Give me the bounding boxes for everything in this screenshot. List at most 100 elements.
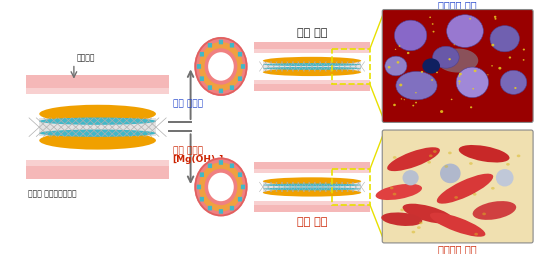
Ellipse shape — [376, 184, 422, 200]
Ellipse shape — [417, 226, 420, 229]
Ellipse shape — [263, 178, 361, 185]
Ellipse shape — [390, 187, 393, 190]
Ellipse shape — [506, 163, 510, 166]
Bar — [332, 169, 370, 205]
Bar — [254, 169, 370, 174]
Ellipse shape — [472, 89, 474, 90]
Ellipse shape — [387, 148, 440, 171]
Ellipse shape — [39, 105, 156, 123]
Bar — [332, 50, 370, 85]
Ellipse shape — [412, 231, 415, 233]
Ellipse shape — [469, 19, 471, 21]
FancyBboxPatch shape — [230, 206, 234, 211]
Ellipse shape — [447, 16, 483, 48]
Ellipse shape — [196, 159, 246, 216]
Ellipse shape — [263, 68, 361, 71]
FancyBboxPatch shape — [199, 173, 204, 177]
Bar — [254, 163, 370, 169]
FancyBboxPatch shape — [241, 65, 245, 70]
FancyBboxPatch shape — [238, 197, 242, 202]
Bar — [26, 166, 169, 180]
FancyBboxPatch shape — [238, 53, 242, 57]
Bar — [39, 118, 156, 137]
Ellipse shape — [395, 21, 427, 52]
Ellipse shape — [423, 59, 440, 74]
FancyBboxPatch shape — [238, 173, 242, 177]
Ellipse shape — [381, 213, 422, 226]
Ellipse shape — [401, 99, 402, 100]
Ellipse shape — [263, 58, 361, 66]
Ellipse shape — [458, 76, 461, 77]
Bar — [263, 182, 361, 192]
Bar — [263, 62, 361, 72]
Ellipse shape — [433, 31, 435, 33]
Bar — [254, 81, 370, 85]
Ellipse shape — [429, 18, 431, 19]
Ellipse shape — [433, 151, 437, 153]
Ellipse shape — [399, 84, 402, 87]
Text: 이식된 약물방줄스텐트: 이식된 약물방줄스텐트 — [28, 189, 77, 198]
Ellipse shape — [436, 72, 438, 74]
Text: 기존 스텐트: 기존 스텐트 — [172, 99, 203, 108]
Bar — [26, 89, 169, 94]
Ellipse shape — [487, 75, 489, 76]
Ellipse shape — [437, 174, 493, 204]
Ellipse shape — [458, 81, 461, 83]
Ellipse shape — [430, 213, 485, 237]
Ellipse shape — [204, 49, 237, 85]
FancyBboxPatch shape — [208, 44, 212, 49]
Ellipse shape — [388, 67, 391, 69]
Ellipse shape — [470, 107, 472, 109]
Ellipse shape — [491, 66, 493, 67]
Ellipse shape — [204, 169, 237, 205]
Bar — [26, 76, 169, 89]
Text: 조직세포 생존: 조직세포 생존 — [439, 243, 477, 253]
Ellipse shape — [401, 209, 404, 211]
Ellipse shape — [494, 17, 496, 19]
Ellipse shape — [393, 193, 396, 196]
FancyBboxPatch shape — [197, 65, 201, 70]
Bar — [254, 50, 370, 54]
Ellipse shape — [412, 105, 414, 107]
Text: 혁관조직: 혁관조직 — [77, 54, 95, 62]
FancyBboxPatch shape — [230, 164, 234, 168]
FancyBboxPatch shape — [219, 89, 223, 94]
Ellipse shape — [440, 111, 443, 114]
Ellipse shape — [421, 72, 423, 74]
Ellipse shape — [429, 155, 433, 157]
FancyBboxPatch shape — [197, 185, 201, 189]
Ellipse shape — [517, 155, 520, 158]
Ellipse shape — [523, 49, 525, 51]
Ellipse shape — [39, 132, 156, 150]
Text: 조직세포 괴사: 조직세포 괴사 — [439, 1, 477, 10]
FancyBboxPatch shape — [199, 197, 204, 202]
Ellipse shape — [415, 93, 417, 94]
Ellipse shape — [469, 163, 473, 165]
Ellipse shape — [496, 169, 514, 187]
Ellipse shape — [473, 193, 477, 196]
Ellipse shape — [454, 196, 458, 199]
Ellipse shape — [263, 189, 361, 197]
Text: 염증 억제: 염증 억제 — [297, 216, 327, 227]
Ellipse shape — [500, 71, 527, 95]
Ellipse shape — [445, 165, 448, 168]
Ellipse shape — [491, 187, 495, 190]
Ellipse shape — [385, 57, 407, 76]
Ellipse shape — [419, 222, 423, 224]
Ellipse shape — [474, 233, 478, 236]
FancyBboxPatch shape — [238, 77, 242, 82]
Ellipse shape — [494, 19, 496, 21]
FancyBboxPatch shape — [199, 77, 204, 82]
Ellipse shape — [459, 73, 462, 76]
Bar — [254, 43, 370, 50]
FancyBboxPatch shape — [219, 161, 223, 165]
Ellipse shape — [498, 68, 501, 70]
Ellipse shape — [482, 213, 486, 215]
Bar — [254, 205, 370, 212]
FancyBboxPatch shape — [219, 40, 223, 45]
FancyBboxPatch shape — [230, 86, 234, 91]
Ellipse shape — [431, 80, 433, 82]
Ellipse shape — [403, 204, 454, 224]
Ellipse shape — [208, 53, 234, 81]
Text: 염증 과다: 염증 과다 — [297, 28, 327, 38]
